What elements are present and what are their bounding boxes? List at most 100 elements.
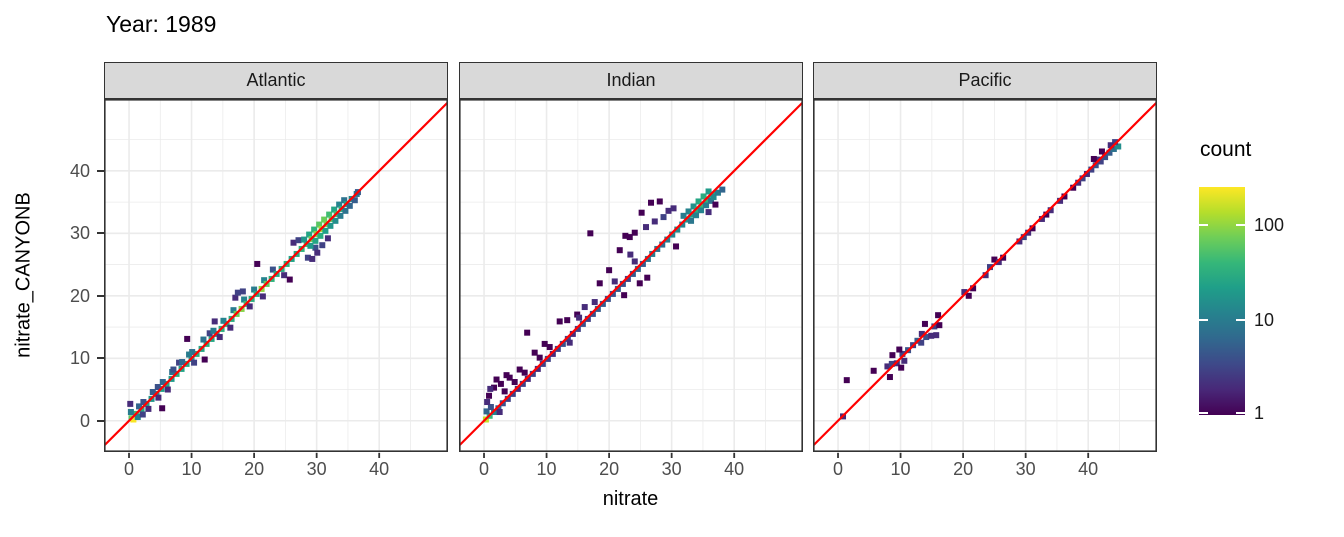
bin2d-cell bbox=[261, 277, 268, 284]
bin2d-cell bbox=[673, 243, 680, 250]
bin2d-cell bbox=[1057, 197, 1064, 204]
bin2d-cell bbox=[1083, 170, 1090, 177]
bin2d-cell bbox=[644, 255, 651, 262]
bin2d-cell bbox=[921, 320, 928, 327]
x-tick-label: 0 bbox=[479, 459, 489, 479]
bin2d-cell bbox=[574, 325, 581, 332]
bin2d-cell bbox=[317, 232, 324, 239]
bin2d-cell bbox=[961, 289, 968, 296]
bin2d-cell bbox=[539, 360, 546, 367]
bin2d-cell bbox=[935, 312, 942, 319]
bin2d-cell bbox=[487, 385, 494, 392]
bin2d-cell bbox=[281, 272, 288, 279]
bin2d-cell bbox=[918, 330, 925, 337]
bin2d-cell bbox=[710, 194, 717, 201]
bin2d-cell bbox=[638, 209, 645, 216]
bin2d-cell bbox=[688, 217, 695, 224]
bin2d-cell bbox=[1090, 155, 1097, 162]
bin2d-cell bbox=[704, 196, 711, 203]
bin2d-cell bbox=[889, 352, 896, 359]
bin2d-cell bbox=[599, 300, 606, 307]
bin2d-cell bbox=[211, 318, 218, 325]
x-tick-label: 40 bbox=[1078, 459, 1098, 479]
legend-tick-mark bbox=[1236, 318, 1245, 321]
bin2d-cell bbox=[970, 285, 977, 292]
bin2d-cell bbox=[665, 207, 672, 214]
y-tick-label: 10 bbox=[69, 348, 90, 369]
bin2d-cell bbox=[159, 379, 166, 386]
bin2d-cell bbox=[574, 311, 581, 318]
bin2d-cell bbox=[301, 236, 308, 243]
bin2d-cell bbox=[321, 216, 328, 223]
bin2d-cell bbox=[154, 384, 161, 391]
y-tick-mark bbox=[97, 357, 104, 360]
bin2d-cell bbox=[327, 222, 334, 229]
bin2d-cell bbox=[483, 408, 490, 415]
x-tick-label: 20 bbox=[599, 459, 619, 479]
bin2d-cell bbox=[1075, 179, 1082, 186]
bin2d-cell bbox=[1106, 149, 1113, 156]
bin2d-cell bbox=[564, 335, 571, 342]
y-tick-label: 30 bbox=[69, 223, 90, 244]
bin2d-cell bbox=[1043, 211, 1050, 218]
bin2d-cell bbox=[210, 327, 217, 334]
bin2d-cell bbox=[669, 231, 676, 238]
y-tick-mark bbox=[97, 232, 104, 235]
panel-plot-indian: 0 10 20 30 40 bbox=[459, 99, 803, 479]
bin2d-cell bbox=[693, 212, 700, 219]
bin2d-cell bbox=[216, 334, 223, 341]
bin2d-cell bbox=[232, 294, 239, 301]
bin2d-cell bbox=[534, 365, 541, 372]
bin2d-cell bbox=[629, 270, 636, 277]
bin2d-cell bbox=[991, 256, 998, 263]
bin2d-cell bbox=[670, 205, 677, 212]
bin2d-cell bbox=[616, 247, 623, 254]
bin2d-cell bbox=[591, 299, 598, 306]
bin2d-cell bbox=[487, 404, 494, 411]
bin2d-cell bbox=[699, 201, 706, 208]
x-tick-label: 10 bbox=[182, 459, 202, 479]
colorbar-legend: count 100 10 1 bbox=[1192, 130, 1342, 430]
bin2d-cell bbox=[680, 212, 687, 219]
bin2d-cell bbox=[684, 216, 691, 223]
bin2d-cell bbox=[164, 386, 171, 393]
bin2d-cell bbox=[928, 332, 935, 339]
bin2d-cell bbox=[888, 360, 895, 367]
y-tick-mark bbox=[97, 294, 104, 297]
bin2d-cell bbox=[306, 231, 313, 238]
bin2d-cell bbox=[644, 274, 651, 281]
bin2d-cell bbox=[611, 278, 618, 285]
bin2d-cell bbox=[191, 359, 198, 366]
x-tick-label: 30 bbox=[307, 459, 327, 479]
bin2d-cell bbox=[176, 359, 183, 366]
bin2d-cell bbox=[504, 395, 511, 402]
bin2d-cell bbox=[622, 232, 629, 239]
bin2d-cell bbox=[509, 390, 516, 397]
bin2d-cell bbox=[331, 206, 338, 213]
bin2d-cell bbox=[309, 255, 316, 262]
bin2d-cell bbox=[606, 267, 613, 274]
bin2d-cell bbox=[149, 389, 156, 396]
bin2d-cell bbox=[259, 293, 266, 300]
bin2d-cell bbox=[604, 295, 611, 302]
bin2d-cell bbox=[886, 374, 893, 381]
legend-tick-label: 100 bbox=[1254, 214, 1285, 235]
bin2d-cell bbox=[524, 375, 531, 382]
bin2d-cell bbox=[342, 207, 349, 214]
bin2d-cell bbox=[627, 251, 634, 258]
identity-line bbox=[813, 100, 1157, 448]
bin2d-cell bbox=[712, 201, 719, 208]
bin2d-cell bbox=[564, 317, 571, 324]
bin2d-cell bbox=[200, 336, 207, 343]
bin2d-cell bbox=[316, 221, 323, 228]
bin2d-cell bbox=[674, 226, 681, 233]
bin2d-cell bbox=[1088, 166, 1095, 173]
bin2d-cell bbox=[1112, 139, 1119, 146]
bin2d-cell bbox=[484, 399, 491, 406]
bin2d-cell bbox=[1029, 225, 1036, 232]
bin2d-cell bbox=[503, 372, 510, 379]
bin2d-cell bbox=[609, 290, 616, 297]
bin2d-cell bbox=[698, 207, 705, 214]
panel-plot-atlantic: 0 10 20 30 40 bbox=[104, 99, 448, 479]
bin2d-cell bbox=[184, 335, 191, 342]
